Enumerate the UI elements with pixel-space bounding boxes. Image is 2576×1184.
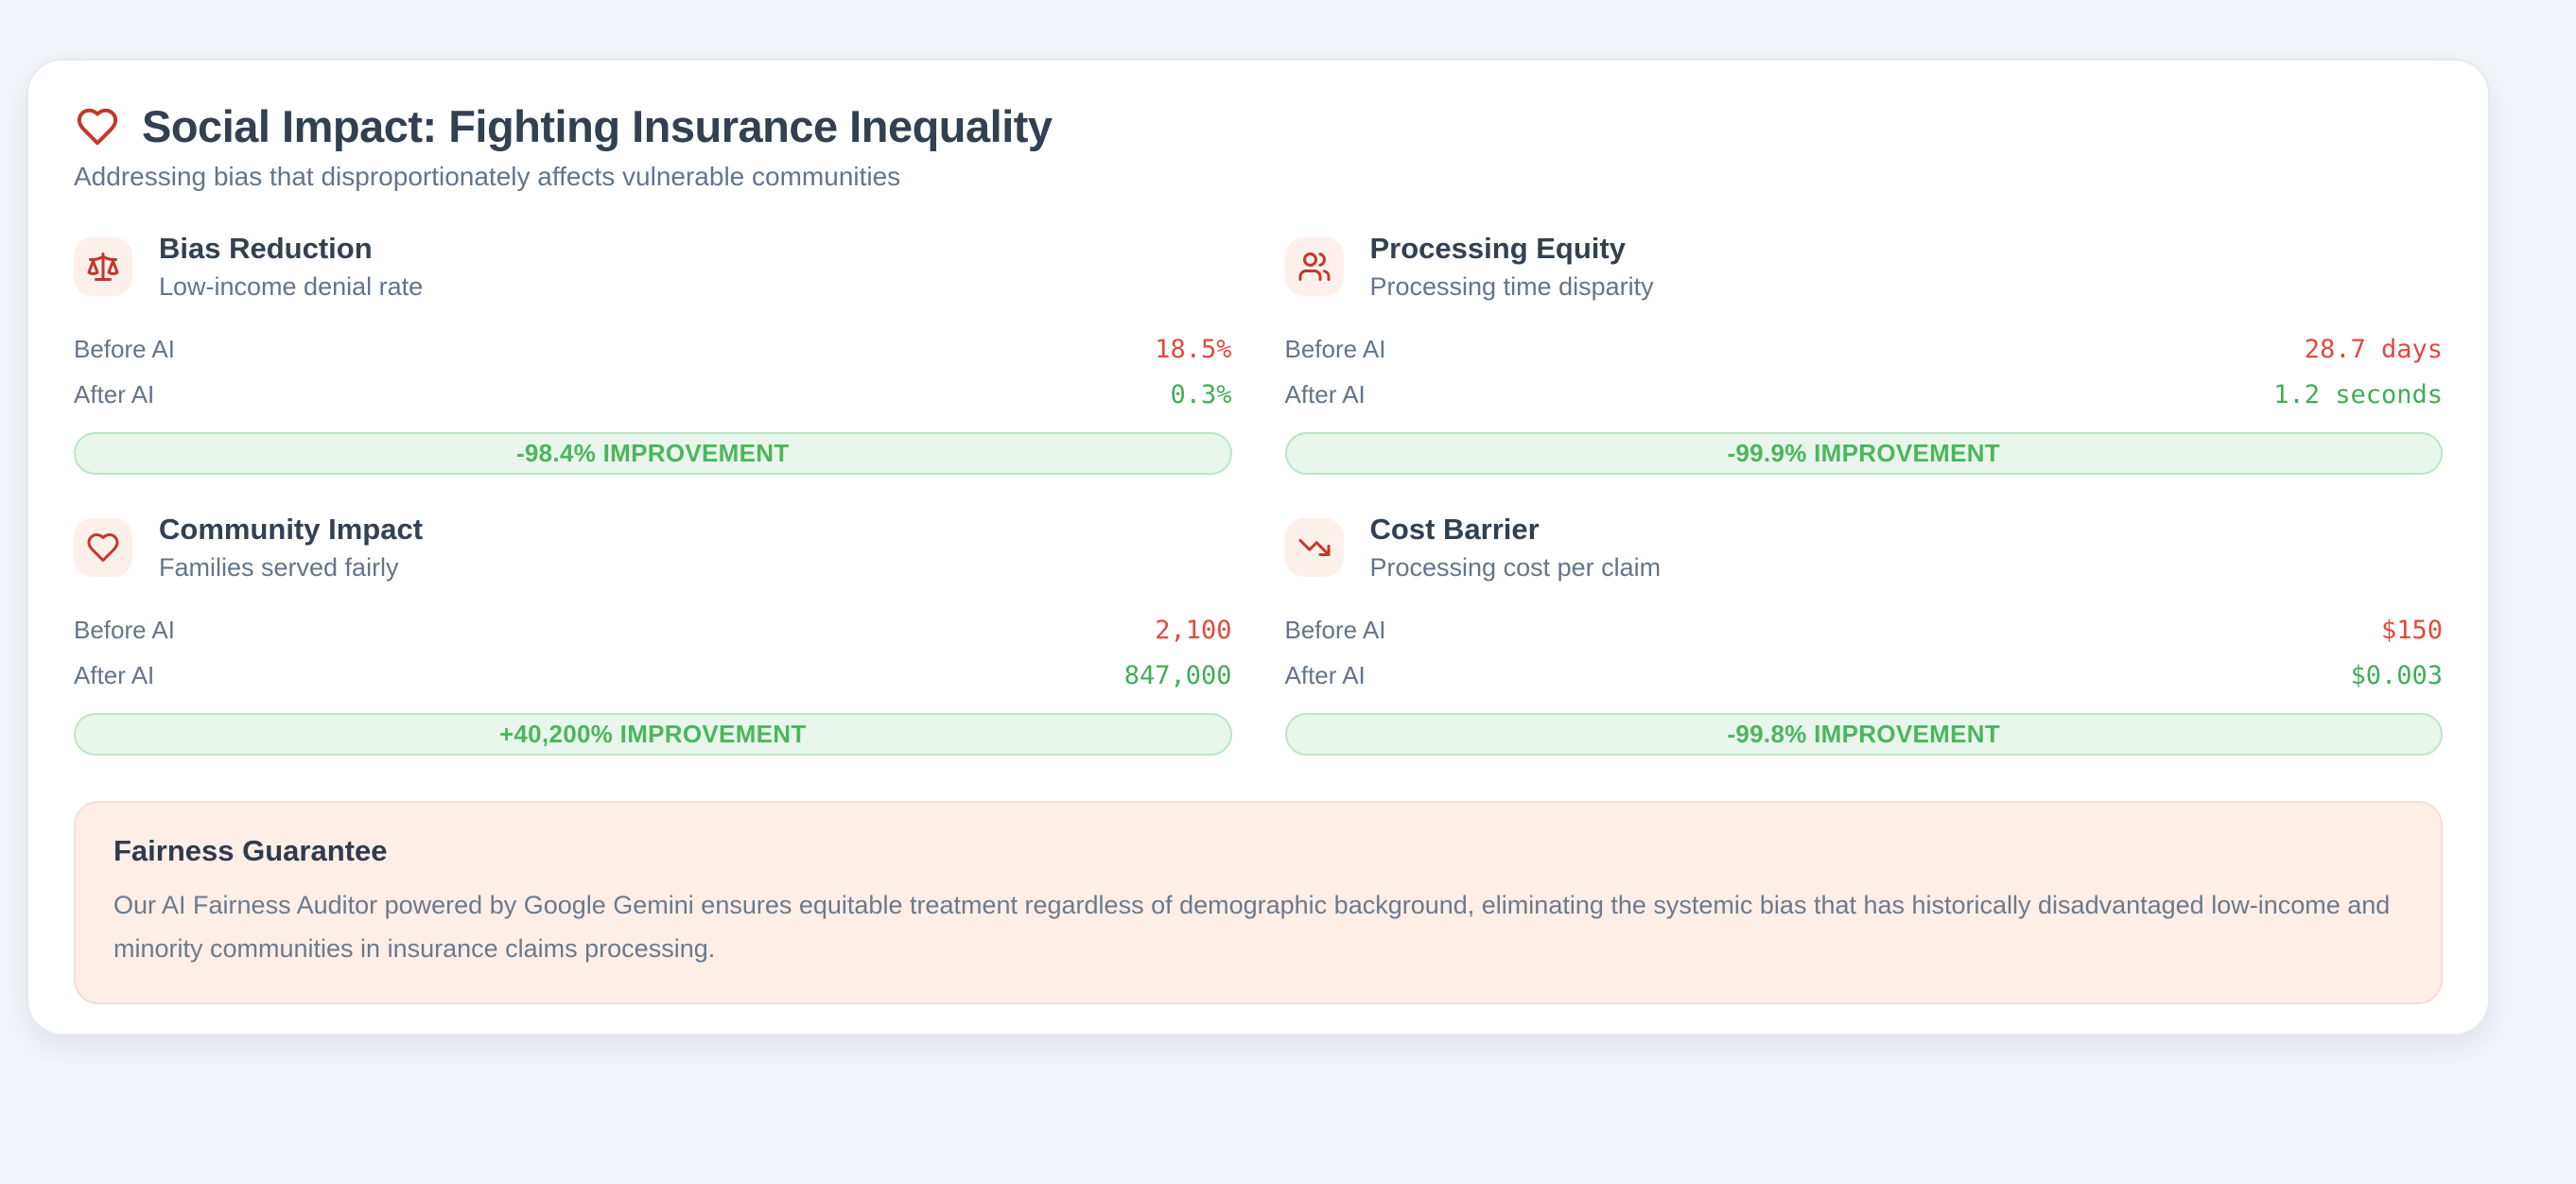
after-label: After AI — [1284, 660, 1366, 689]
before-row: Before AI 2,100 — [74, 607, 1232, 653]
after-label: After AI — [1284, 379, 1366, 409]
after-label: After AI — [74, 660, 155, 689]
after-row: After AI 847,000 — [74, 653, 1232, 698]
after-value: 1.2 seconds — [2273, 379, 2443, 409]
metric-subtitle: Processing cost per claim — [1369, 553, 1662, 582]
improvement-badge: -98.4% IMPROVEMENT — [74, 432, 1232, 475]
improvement-badge: -99.8% IMPROVEMENT — [1284, 713, 2443, 756]
metrics-grid: Bias Reduction Low-income denial rate Be… — [74, 232, 2443, 756]
before-row: Before AI $150 — [1285, 607, 2444, 653]
fairness-title: Fairness Guarantee — [113, 834, 388, 867]
after-value: 847,000 — [1123, 660, 1232, 690]
scale-icon — [74, 237, 132, 296]
before-label: Before AI — [74, 334, 175, 363]
metric-title: Processing Equity — [1369, 232, 1626, 265]
before-value: $150 — [2380, 615, 2443, 645]
before-row: Before AI 28.7 days — [1285, 326, 2444, 372]
before-value: 18.5% — [1155, 334, 1232, 364]
before-label: Before AI — [1284, 334, 1386, 363]
after-value: $0.003 — [2350, 660, 2443, 690]
before-label: Before AI — [1284, 615, 1386, 644]
metric-title: Community Impact — [159, 513, 424, 546]
metric-title: Bias Reduction — [159, 232, 373, 265]
improvement-badge: -99.9% IMPROVEMENT — [1284, 432, 2443, 475]
fairness-body: Our AI Fairness Auditor powered by Googl… — [113, 891, 2391, 964]
metric-title: Cost Barrier — [1369, 513, 1540, 546]
after-row: After AI 1.2 seconds — [1285, 372, 2444, 417]
heart-icon — [74, 518, 132, 577]
metric-subtitle: Processing time disparity — [1369, 272, 1654, 301]
page-title: Social Impact: Fighting Insurance Inequa… — [142, 101, 1053, 151]
metric-cost-barrier: Cost Barrier Processing cost per claim B… — [1284, 513, 2444, 756]
after-value: 0.3% — [1170, 379, 1232, 409]
improvement-badge: +40,200% IMPROVEMENT — [74, 713, 1232, 756]
metric-bias-reduction: Bias Reduction Low-income denial rate Be… — [74, 232, 1232, 475]
heart-icon — [74, 105, 121, 148]
metric-processing-equity: Processing Equity Processing time dispar… — [1284, 232, 2444, 475]
before-value: 2,100 — [1155, 615, 1232, 645]
before-label: Before AI — [74, 615, 175, 644]
after-label: After AI — [74, 379, 155, 409]
metric-subtitle: Low-income denial rate — [159, 272, 424, 301]
social-impact-panel: Social Impact: Fighting Insurance Inequa… — [26, 59, 2490, 1036]
before-row: Before AI 18.5% — [74, 326, 1232, 372]
metric-subtitle: Families served fairly — [159, 553, 399, 582]
before-value: 28.7 days — [2304, 334, 2443, 364]
page-subtitle: Addressing bias that disproportionately … — [74, 162, 901, 191]
users-icon — [1284, 237, 1344, 296]
after-row: After AI $0.003 — [1285, 653, 2444, 698]
fairness-guarantee-panel: Fairness Guarantee Our AI Fairness Audit… — [74, 801, 2443, 1004]
metric-community-impact: Community Impact Families served fairly … — [74, 513, 1232, 756]
after-row: After AI 0.3% — [74, 372, 1232, 417]
panel-header: Social Impact: Fighting Insurance Inequa… — [74, 100, 2443, 152]
trending-down-icon — [1284, 518, 1344, 577]
